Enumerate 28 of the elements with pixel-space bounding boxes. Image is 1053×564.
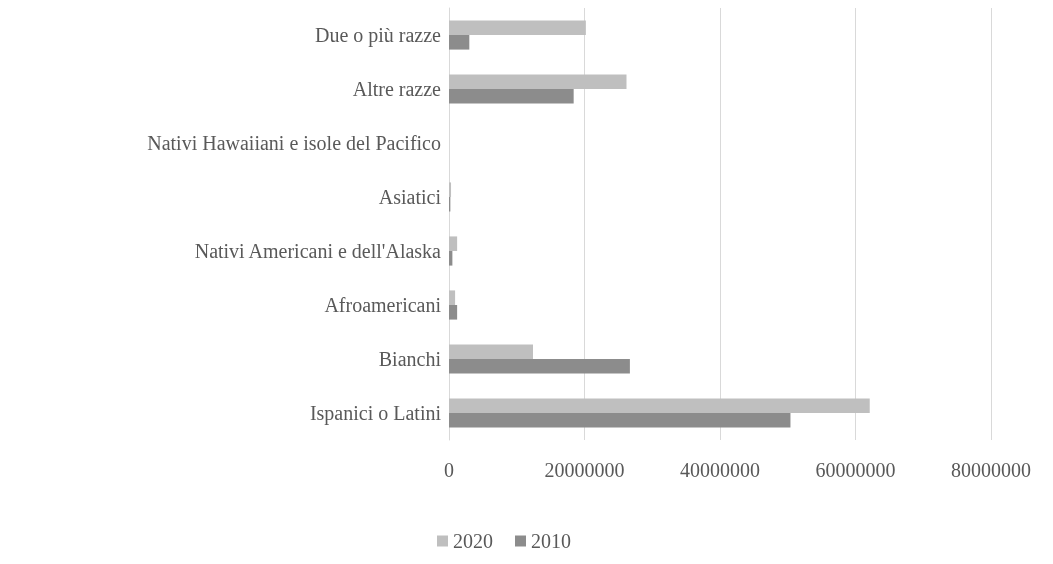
bar <box>449 359 630 374</box>
legend-label: 2020 <box>453 530 493 552</box>
x-tick-label: 60000000 <box>815 459 896 481</box>
y-tick-label: Nativi Americani e dell'Alaska <box>194 240 442 262</box>
x-tick-label: 0 <box>444 459 454 481</box>
y-tick-label: Nativi Hawaiiani e isole del Pacifico <box>147 132 441 154</box>
bar <box>449 236 458 251</box>
y-tick-label: Afroamericani <box>324 294 442 316</box>
bar <box>449 20 586 35</box>
y-tick-label: Due o più razze <box>314 24 442 47</box>
bar <box>449 413 791 428</box>
y-tick-label: Bianchi <box>378 348 442 370</box>
bar <box>449 74 627 89</box>
x-tick-label: 40000000 <box>680 459 760 481</box>
y-tick-label: Ispanici o Latini <box>309 402 442 425</box>
bar <box>449 251 453 266</box>
bar <box>449 35 470 50</box>
y-tick-label: Asiatici <box>378 186 442 208</box>
bar <box>449 182 452 197</box>
bar <box>449 305 458 320</box>
bar <box>449 344 534 359</box>
legend-label: 2010 <box>531 530 571 552</box>
bar <box>449 290 456 305</box>
y-tick-label: Altre razze <box>352 78 442 100</box>
bar <box>449 89 574 104</box>
bar <box>449 398 870 413</box>
x-tick-label: 20000000 <box>544 459 625 481</box>
x-tick-label: 80000000 <box>951 459 1031 481</box>
